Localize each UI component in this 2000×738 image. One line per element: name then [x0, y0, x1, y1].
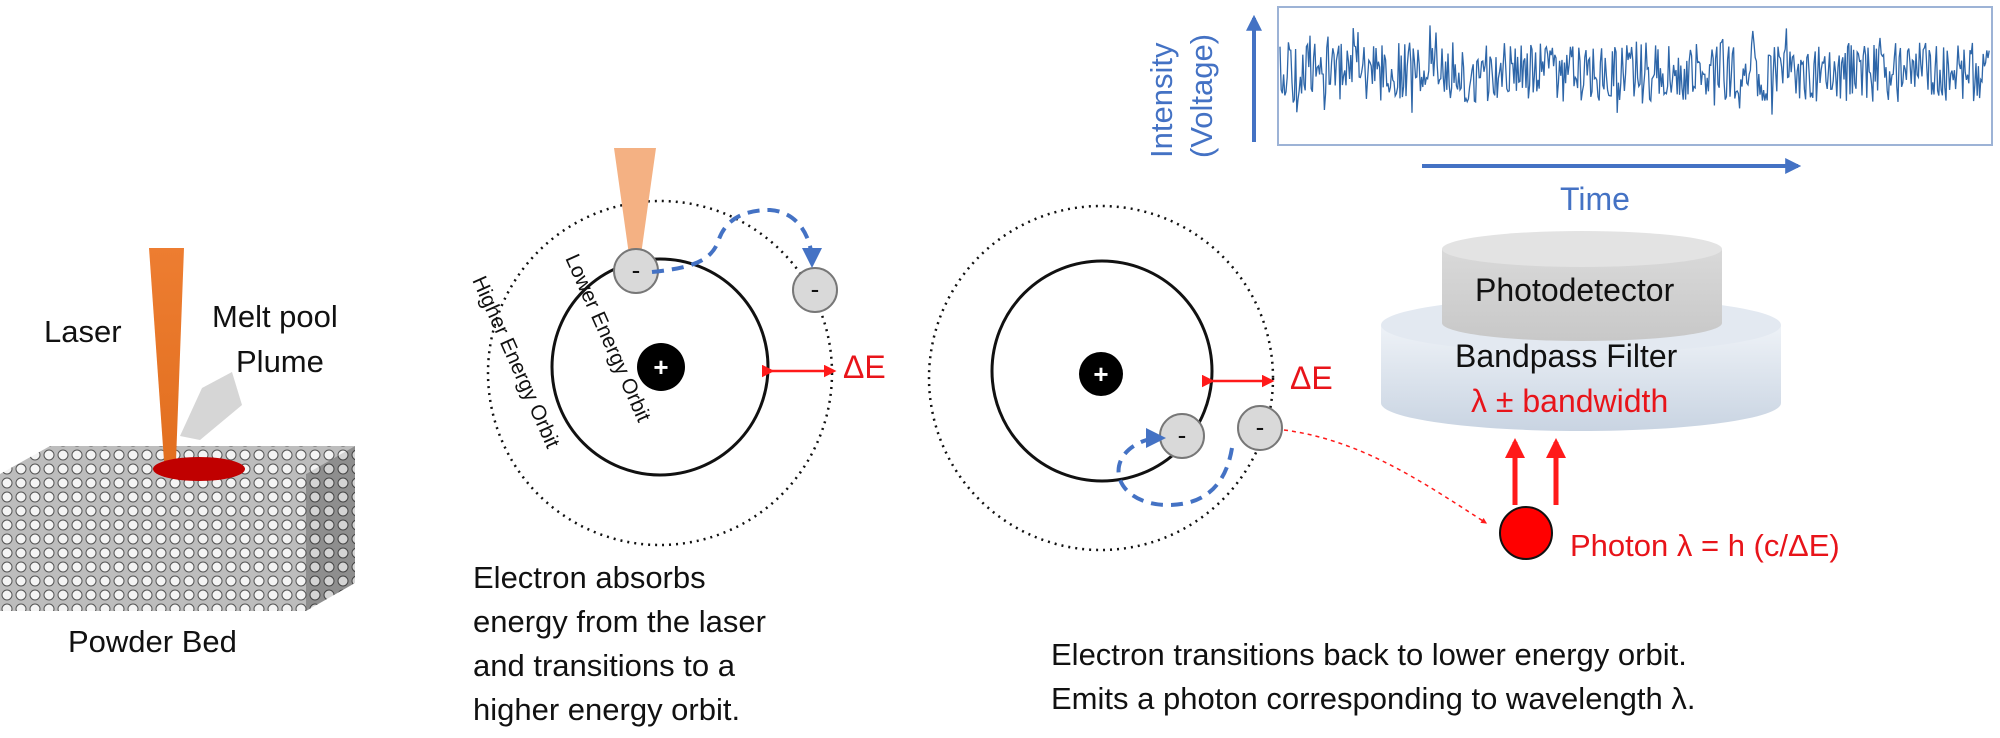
emission-caption-line: Emits a photon corresponding to waveleng…	[1051, 681, 1696, 716]
photon-path	[1283, 429, 1488, 524]
deexcitation-arrow	[1116, 428, 1234, 508]
delta-e-label-right: ΔE	[1290, 360, 1333, 396]
nucleus-right-symbol: +	[1093, 359, 1108, 389]
nucleus-right	[1079, 352, 1123, 396]
time-axis-label: Time	[1560, 181, 1630, 217]
plume-shape	[180, 372, 242, 440]
electron-left-outer-symbol: -	[811, 274, 820, 304]
nucleus-left-symbol: +	[653, 352, 668, 382]
emission-caption-line: Electron transitions back to lower energ…	[1051, 637, 1687, 672]
photon	[1499, 506, 1553, 560]
melt-pool-label: Melt pool	[212, 299, 338, 334]
plume-label: Plume	[236, 344, 324, 379]
intensity-label-line1: Intensity	[1144, 42, 1179, 158]
photon-label: Photon λ = h (c/ΔE)	[1570, 528, 1840, 563]
laser-beam	[149, 248, 184, 461]
higher-orbit-label: Higher Energy Orbit	[467, 273, 564, 452]
electron-right-outer	[1237, 405, 1283, 451]
absorption-caption-line: higher energy orbit.	[473, 692, 741, 727]
nucleus-left	[637, 343, 685, 391]
absorption-caption-line: and transitions to a	[473, 648, 735, 683]
electron-left-inner-symbol: -	[632, 255, 641, 285]
intensity-label-line2: (Voltage)	[1184, 34, 1219, 158]
emission-caption: Electron transitions back to lower energ…	[1051, 633, 1696, 721]
electron-left-outer	[792, 267, 838, 313]
absorption-caption: Electron absorbs energy from the laser a…	[473, 556, 766, 732]
bandpass-filter-sublabel: λ ± bandwidth	[1471, 383, 1669, 419]
photodetector-cylinder	[1442, 231, 1722, 341]
powder-bed-block	[0, 446, 355, 611]
delta-e-label-left: ΔE	[843, 349, 886, 385]
powder-bed-label: Powder Bed	[68, 624, 237, 659]
excitation-arrow	[651, 207, 822, 274]
photodetector-label: Photodetector	[1475, 272, 1675, 308]
bandpass-filter-label: Bandpass Filter	[1455, 338, 1678, 374]
absorption-caption-line: Electron absorbs	[473, 560, 706, 595]
electron-right-inner-symbol: -	[1178, 420, 1187, 450]
laser-label: Laser	[44, 314, 122, 349]
lower-orbit-right	[990, 259, 1214, 483]
absorption-caption-line: energy from the laser	[473, 604, 766, 639]
laser-cone	[614, 148, 656, 262]
signal-trace	[1279, 25, 1990, 115]
electron-right-outer-symbol: -	[1256, 412, 1265, 442]
melt-pool	[153, 457, 245, 481]
